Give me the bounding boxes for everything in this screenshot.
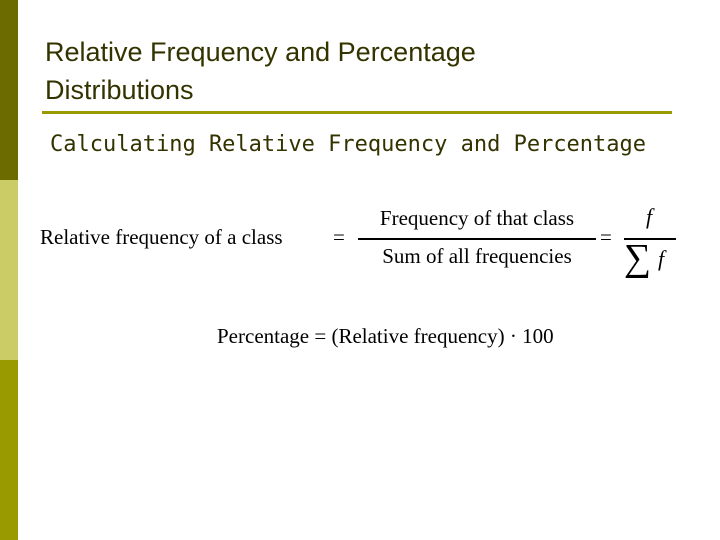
fraction-numerator: Frequency of that class <box>379 206 575 230</box>
slide-title-line1: Relative Frequency and Percentage <box>45 37 476 67</box>
side-accent-bar-top <box>0 0 18 180</box>
sigma-symbol: ∑ <box>624 237 652 279</box>
fraction-f-numerator: f <box>646 204 653 229</box>
fraction-bar <box>358 238 596 240</box>
side-accent-bar-bottom <box>0 360 18 540</box>
side-accent-bar-middle <box>0 180 18 360</box>
fraction-denominator: Sum of all frequencies <box>382 244 572 268</box>
relative-frequency-label: Relative frequency of a class <box>40 225 283 249</box>
title-divider <box>42 111 672 114</box>
slide-title: Relative Frequency and Percentage Distri… <box>45 33 685 109</box>
percentage-formula: Percentage = (Relative frequency) · 100 <box>217 324 554 348</box>
slide-title-line2: Distributions <box>45 75 194 105</box>
slide-subtitle: Calculating Relative Frequency and Perce… <box>50 132 647 157</box>
equals-sign-2: = <box>600 225 612 249</box>
fraction-f-bar <box>624 238 676 240</box>
fraction-f-over-sum-f: f ∑ f <box>624 204 676 284</box>
equals-sign-1: = <box>333 225 345 249</box>
fraction-f-denominator: f <box>658 246 665 271</box>
